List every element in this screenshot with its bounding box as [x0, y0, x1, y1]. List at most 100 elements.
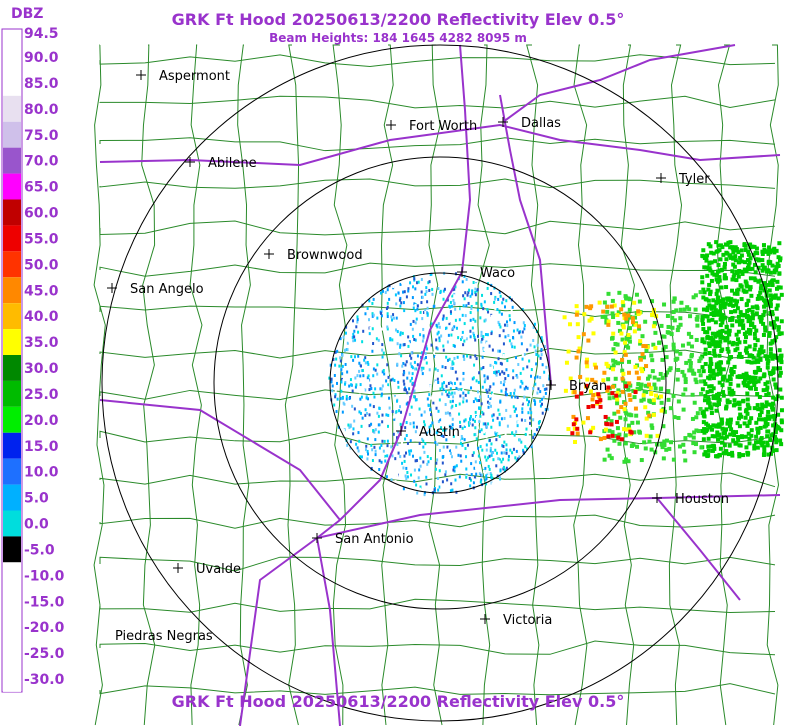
echo-pixel [340, 366, 343, 370]
echo-pixel [481, 337, 484, 341]
echo-pixel [429, 420, 432, 424]
echo-pixel [449, 462, 452, 466]
echo-pixel [752, 276, 757, 281]
echo-pixel [352, 427, 355, 431]
echo-pixel [778, 285, 783, 290]
echo-pixel [450, 292, 453, 296]
echo-pixel [396, 442, 399, 446]
echo-pixel [498, 334, 501, 338]
echo-pixel [435, 323, 438, 327]
echo-pixel [700, 387, 705, 392]
echo-pixel [766, 268, 771, 273]
echo-pixel [369, 430, 372, 434]
echo-pixel [407, 344, 410, 348]
echo-pixel [459, 442, 462, 446]
echo-pixel [460, 387, 463, 391]
echo-pixel [768, 351, 773, 356]
echo-pixel [633, 390, 638, 395]
echo-pixel [356, 320, 359, 324]
echo-pixel [768, 270, 773, 275]
echo-pixel [487, 464, 490, 468]
echo-pixel [640, 334, 645, 339]
legend-label: 45.0 [24, 283, 59, 299]
echo-pixel [665, 313, 670, 318]
echo-pixel [750, 309, 755, 314]
echo-pixel [724, 449, 729, 454]
echo-pixel [724, 330, 729, 335]
echo-pixel [469, 311, 472, 315]
echo-pixel [462, 396, 465, 400]
echo-pixel [459, 307, 462, 311]
echo-pixel [778, 438, 783, 443]
echo-pixel [529, 416, 532, 420]
echo-pixel [574, 355, 579, 360]
echo-pixel [771, 366, 776, 371]
echo-pixel [729, 297, 734, 302]
echo-pixel [622, 407, 627, 412]
echo-pixel [730, 269, 735, 274]
echo-pixel [451, 423, 454, 427]
echo-pixel [631, 388, 636, 393]
echo-pixel [384, 459, 387, 463]
echo-pixel [598, 404, 603, 409]
echo-pixel [732, 309, 737, 314]
echo-pixel [725, 378, 730, 383]
echo-pixel [665, 330, 670, 335]
echo-pixel [343, 405, 346, 409]
echo-pixel [515, 414, 518, 418]
echo-pixel [464, 423, 467, 427]
echo-pixel [711, 396, 716, 401]
echo-pixel [472, 280, 475, 284]
echo-pixel [461, 443, 464, 447]
radar-echoes [328, 240, 784, 497]
echo-pixel [635, 420, 640, 425]
echo-pixel [769, 414, 774, 419]
echo-pixel [537, 387, 540, 391]
echo-pixel [429, 407, 432, 411]
echo-pixel [707, 282, 712, 287]
county-line [99, 95, 776, 109]
echo-pixel [779, 292, 784, 297]
echo-pixel [478, 472, 481, 476]
echo-pixel [500, 362, 503, 366]
city-label: Victoria [503, 613, 552, 628]
echo-pixel [477, 380, 480, 384]
echo-pixel [450, 304, 453, 308]
echo-pixel [778, 370, 783, 375]
echo-pixel [608, 365, 613, 370]
echo-pixel [758, 425, 763, 430]
echo-pixel [429, 424, 432, 428]
echo-pixel [688, 364, 693, 369]
echo-pixel [395, 302, 398, 306]
echo-pixel [746, 258, 751, 263]
echo-pixel [744, 350, 749, 355]
echo-pixel [609, 422, 614, 427]
echo-pixel [627, 427, 632, 432]
echo-pixel [500, 389, 503, 393]
echo-pixel [397, 430, 400, 434]
echo-pixel [622, 312, 627, 317]
echo-pixel [430, 322, 433, 326]
echo-pixel [408, 412, 411, 416]
echo-pixel [766, 402, 771, 407]
echo-pixel [380, 460, 383, 464]
echo-pixel [424, 352, 427, 356]
echo-pixel [748, 287, 753, 292]
echo-pixel [386, 454, 389, 458]
echo-pixel [357, 330, 360, 334]
legend-swatch [3, 225, 21, 252]
echo-pixel [515, 430, 518, 434]
echo-pixel [425, 475, 428, 479]
echo-pixel [699, 445, 704, 450]
echo-pixel [505, 466, 508, 470]
echo-pixel [498, 476, 501, 480]
echo-pixel [474, 397, 477, 401]
echo-pixel [415, 398, 418, 402]
echo-pixel [717, 380, 722, 385]
echo-pixel [758, 347, 763, 352]
echo-pixel [462, 304, 465, 308]
echo-pixel [442, 445, 445, 449]
echo-pixel [437, 420, 440, 424]
echo-pixel [513, 391, 516, 395]
echo-pixel [523, 435, 526, 439]
